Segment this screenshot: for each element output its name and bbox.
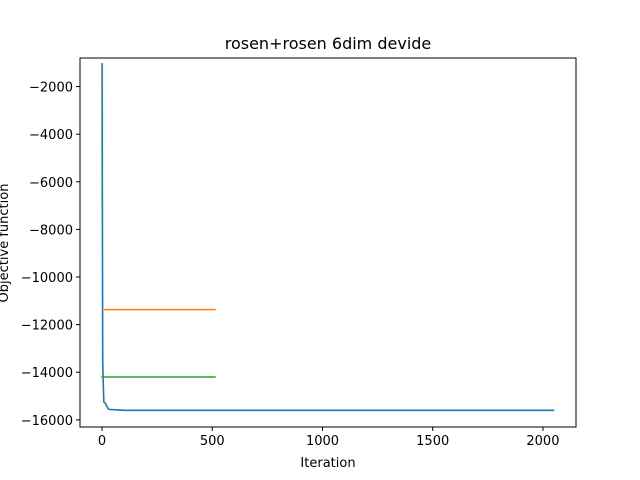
y-tick-label: −4000 [29, 128, 73, 143]
x-tick-label: 1000 [306, 434, 339, 449]
series-line-1 [101, 63, 555, 412]
y-tick-label: −10000 [21, 271, 73, 286]
series-layer [101, 63, 555, 412]
chart-title: rosen+rosen 6dim devide [225, 34, 432, 53]
x-tick-label: 0 [98, 434, 106, 449]
x-axis-label: Iteration [300, 456, 355, 471]
x-tick-label: 500 [200, 434, 225, 449]
y-axis: −16000 −14000 −12000 −10000 −8000 −6000 −4000 −… [21, 81, 80, 429]
y-tick-label: −6000 [29, 176, 73, 191]
x-axis: 0 500 1000 1500 2000 [98, 427, 559, 449]
y-tick-label: −12000 [21, 319, 73, 334]
y-tick-label: −16000 [21, 414, 73, 429]
y-tick-label: −14000 [21, 366, 73, 381]
y-tick-label: −2000 [29, 81, 73, 96]
x-tick-label: 1500 [416, 434, 449, 449]
x-tick-label: 2000 [526, 434, 559, 449]
y-tick-label: −8000 [29, 223, 73, 238]
plot-frame [79, 57, 577, 428]
y-axis-label: Objective function [0, 184, 12, 303]
